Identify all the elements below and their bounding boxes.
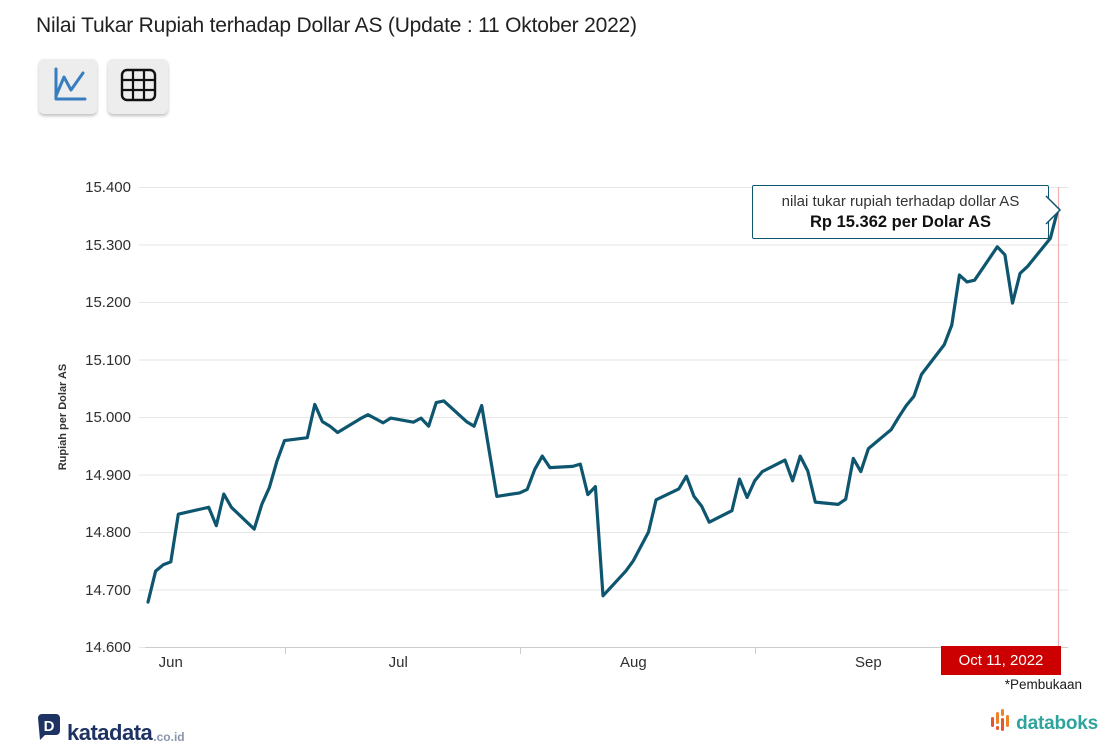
y-tick-label: 14.800 — [85, 524, 131, 541]
line-chart-view-button[interactable] — [39, 59, 97, 114]
page-title: Nilai Tukar Rupiah terhadap Dollar AS (U… — [36, 14, 637, 37]
y-tick-label: 15.200 — [85, 294, 131, 311]
line-chart-icon — [48, 65, 88, 108]
y-tick-label: 14.900 — [85, 466, 131, 484]
tooltip-value: Rp 15.362 per Dolar AS — [810, 213, 991, 231]
katadata-domain-suffix: .co.id — [153, 730, 185, 744]
x-tick-label: Jul — [388, 654, 408, 671]
databoks-wordmark: databoks — [1016, 712, 1098, 734]
katadata-logo[interactable]: D katadata .co.id — [36, 713, 185, 746]
chart-tooltip: nilai tukar rupiah terhadap dollar AS Rp… — [752, 185, 1049, 239]
katadata-d-icon: D — [36, 713, 62, 746]
tooltip-callout-arrow — [1045, 195, 1062, 225]
table-view-button[interactable] — [108, 59, 168, 114]
table-icon — [118, 66, 158, 107]
last-date-badge: Oct 11, 2022 — [941, 646, 1061, 675]
footnote-pembukaan: *Pembukaan — [1004, 677, 1082, 692]
x-tick-label: Aug — [619, 654, 647, 671]
x-tick-label: Jun — [158, 654, 183, 671]
y-tick-label: 15.100 — [85, 351, 131, 369]
y-tick-label: 15.000 — [85, 409, 131, 426]
katadata-wordmark: katadata — [67, 720, 153, 745]
tooltip-series-name: nilai tukar rupiah terhadap dollar AS — [781, 193, 1020, 210]
y-tick-label: 15.300 — [85, 236, 131, 254]
y-tick-label: 15.400 — [85, 179, 131, 196]
databoks-logo[interactable]: databoks — [990, 708, 1098, 739]
y-tick-label: 14.700 — [85, 581, 131, 599]
x-tick-label: Sep — [855, 654, 882, 671]
databoks-bars-icon — [990, 708, 1012, 739]
y-tick-label: 14.600 — [85, 639, 131, 656]
svg-text:D: D — [44, 718, 55, 735]
